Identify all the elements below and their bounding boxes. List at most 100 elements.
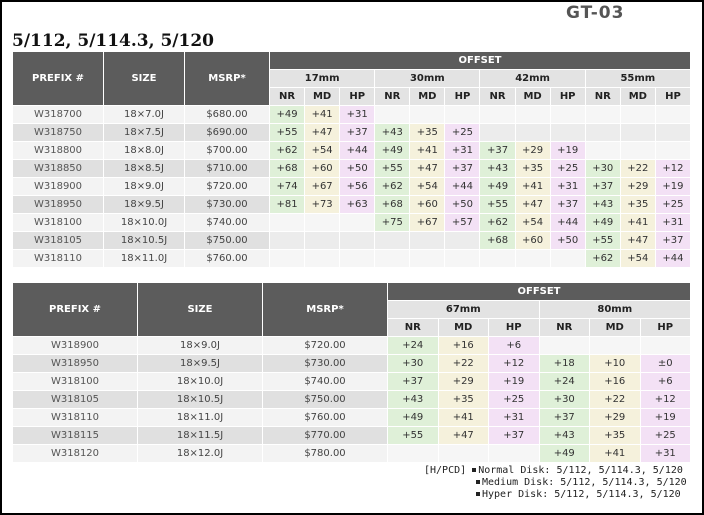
prefix-cell: W318800 [13, 142, 103, 159]
offset-value-cell [445, 106, 480, 123]
offset-value-cell [585, 124, 620, 141]
offset-value-cell: +37 [550, 196, 585, 213]
offset-value-cell: +60 [515, 232, 550, 249]
offset-value-cell [375, 106, 410, 123]
offset-value-cell [305, 214, 340, 231]
offset-value-cell: +62 [585, 250, 620, 267]
offset-value-cell [620, 106, 655, 123]
table-row: W318110 18×11.0J $760.00 +62 +54 +44 [13, 250, 690, 267]
offset-value-cell: +35 [438, 391, 488, 408]
offset-value-cell: +25 [655, 196, 690, 213]
offset-value-cell: +47 [305, 124, 340, 141]
table-row: W318100 18×10.0J $740.00 +75 +67 +57 +62 +54 +44… [13, 214, 690, 231]
offset-value-cell [480, 124, 515, 141]
msrp-header: MSRP* [185, 52, 269, 105]
size-header: SIZE [138, 283, 262, 336]
disk-type-header: MD [620, 88, 655, 105]
disk-type-header: MD [305, 88, 340, 105]
table-row: W318900 18×9.0J $720.00 +74 +67 +56 +62 +54 +44 +… [13, 178, 690, 195]
offset-value-cell [620, 124, 655, 141]
msrp-cell: $750.00 [185, 232, 269, 249]
disk-type-header: MD [410, 88, 445, 105]
prefix-cell: W318100 [13, 373, 137, 390]
offset-value-cell [270, 214, 305, 231]
offset-value-cell: +49 [539, 445, 589, 462]
disk-type-header: HP [445, 88, 480, 105]
offset-value-cell: +68 [270, 160, 305, 177]
size-cell: 18×9.5J [104, 196, 184, 213]
offset-value-cell [410, 106, 445, 123]
disk-type-header: HP [655, 88, 690, 105]
size-cell: 18×8.5J [104, 160, 184, 177]
offset-value-cell: +67 [410, 214, 445, 231]
offset-value-cell: +43 [375, 124, 410, 141]
offset-value-cell: +31 [655, 214, 690, 231]
table-row: W318900 18×9.0J $720.00 +24 +16 +6 [13, 337, 690, 354]
offset-value-cell: +35 [590, 427, 640, 444]
offset-value-cell: +10 [590, 355, 640, 372]
offset-value-cell: +54 [410, 178, 445, 195]
offset-value-cell: +50 [340, 160, 375, 177]
offset-value-cell: +47 [438, 427, 488, 444]
disk-type-header: HP [489, 319, 539, 336]
offset-value-cell: +35 [620, 196, 655, 213]
offset-value-cell: +55 [388, 427, 438, 444]
offset-group-header: 30mm [375, 70, 480, 87]
offset-value-cell: +31 [640, 445, 690, 462]
offset-value-cell: +41 [438, 409, 488, 426]
offset-value-cell: +44 [655, 250, 690, 267]
table-row: W318100 18×10.0J $740.00 +37 +29 +19 +24 +16 +6 [13, 373, 690, 390]
prefix-cell: W318750 [13, 124, 103, 141]
offset-value-cell: +41 [515, 178, 550, 195]
offset-header: OFFSET [388, 283, 690, 300]
offset-value-cell: +30 [388, 355, 438, 372]
msrp-cell: $760.00 [185, 250, 269, 267]
msrp-cell: $690.00 [185, 124, 269, 141]
offset-value-cell: +25 [550, 160, 585, 177]
offset-value-cell: +54 [515, 214, 550, 231]
legend-line: Hyper Disk: 5/112, 5/114.3, 5/120 [482, 489, 681, 500]
prefix-cell: W318900 [13, 337, 137, 354]
size-cell: 18×8.0J [104, 142, 184, 159]
prefix-cell: W318105 [13, 232, 103, 249]
offset-value-cell: +49 [270, 106, 305, 123]
msrp-cell: $730.00 [185, 196, 269, 213]
brand-logo: GT-03 [566, 3, 625, 23]
disk-type-header: NR [388, 319, 438, 336]
offset-value-cell: +41 [620, 214, 655, 231]
offset-value-cell [590, 337, 640, 354]
offset-value-cell: +19 [489, 373, 539, 390]
bullet-square-icon [476, 480, 480, 484]
offset-value-cell: +19 [640, 409, 690, 426]
offset-group-header: 55mm [585, 70, 690, 87]
offset-value-cell: +49 [480, 178, 515, 195]
msrp-cell: $770.00 [263, 427, 387, 444]
table-row: W318950 18×9.5J $730.00 +30 +22 +12 +18 +10 ±0 [13, 355, 690, 372]
offset-value-cell: +6 [489, 337, 539, 354]
offset-value-cell [539, 337, 589, 354]
size-cell: 18×11.5J [138, 427, 262, 444]
offset-value-cell: +43 [585, 196, 620, 213]
msrp-cell: $740.00 [185, 214, 269, 231]
offset-group-header: 42mm [480, 70, 585, 87]
prefix-cell: W318700 [13, 106, 103, 123]
offset-value-cell: +29 [590, 409, 640, 426]
offset-value-cell [375, 250, 410, 267]
offset-value-cell: +55 [585, 232, 620, 249]
msrp-cell: $780.00 [263, 445, 387, 462]
offset-value-cell: +43 [388, 391, 438, 408]
offset-value-cell [655, 106, 690, 123]
offset-value-cell: +49 [388, 409, 438, 426]
msrp-cell: $700.00 [185, 142, 269, 159]
disk-type-header: MD [515, 88, 550, 105]
offset-value-cell: +44 [445, 178, 480, 195]
offset-value-cell: +41 [305, 106, 340, 123]
prefix-cell: W318120 [13, 445, 137, 462]
offset-value-cell [445, 232, 480, 249]
offset-value-cell: +31 [550, 178, 585, 195]
offset-value-cell: +12 [655, 160, 690, 177]
offset-value-cell: +55 [270, 124, 305, 141]
offset-value-cell: +29 [515, 142, 550, 159]
offset-value-cell: +44 [340, 142, 375, 159]
prefix-cell: W318950 [13, 355, 137, 372]
